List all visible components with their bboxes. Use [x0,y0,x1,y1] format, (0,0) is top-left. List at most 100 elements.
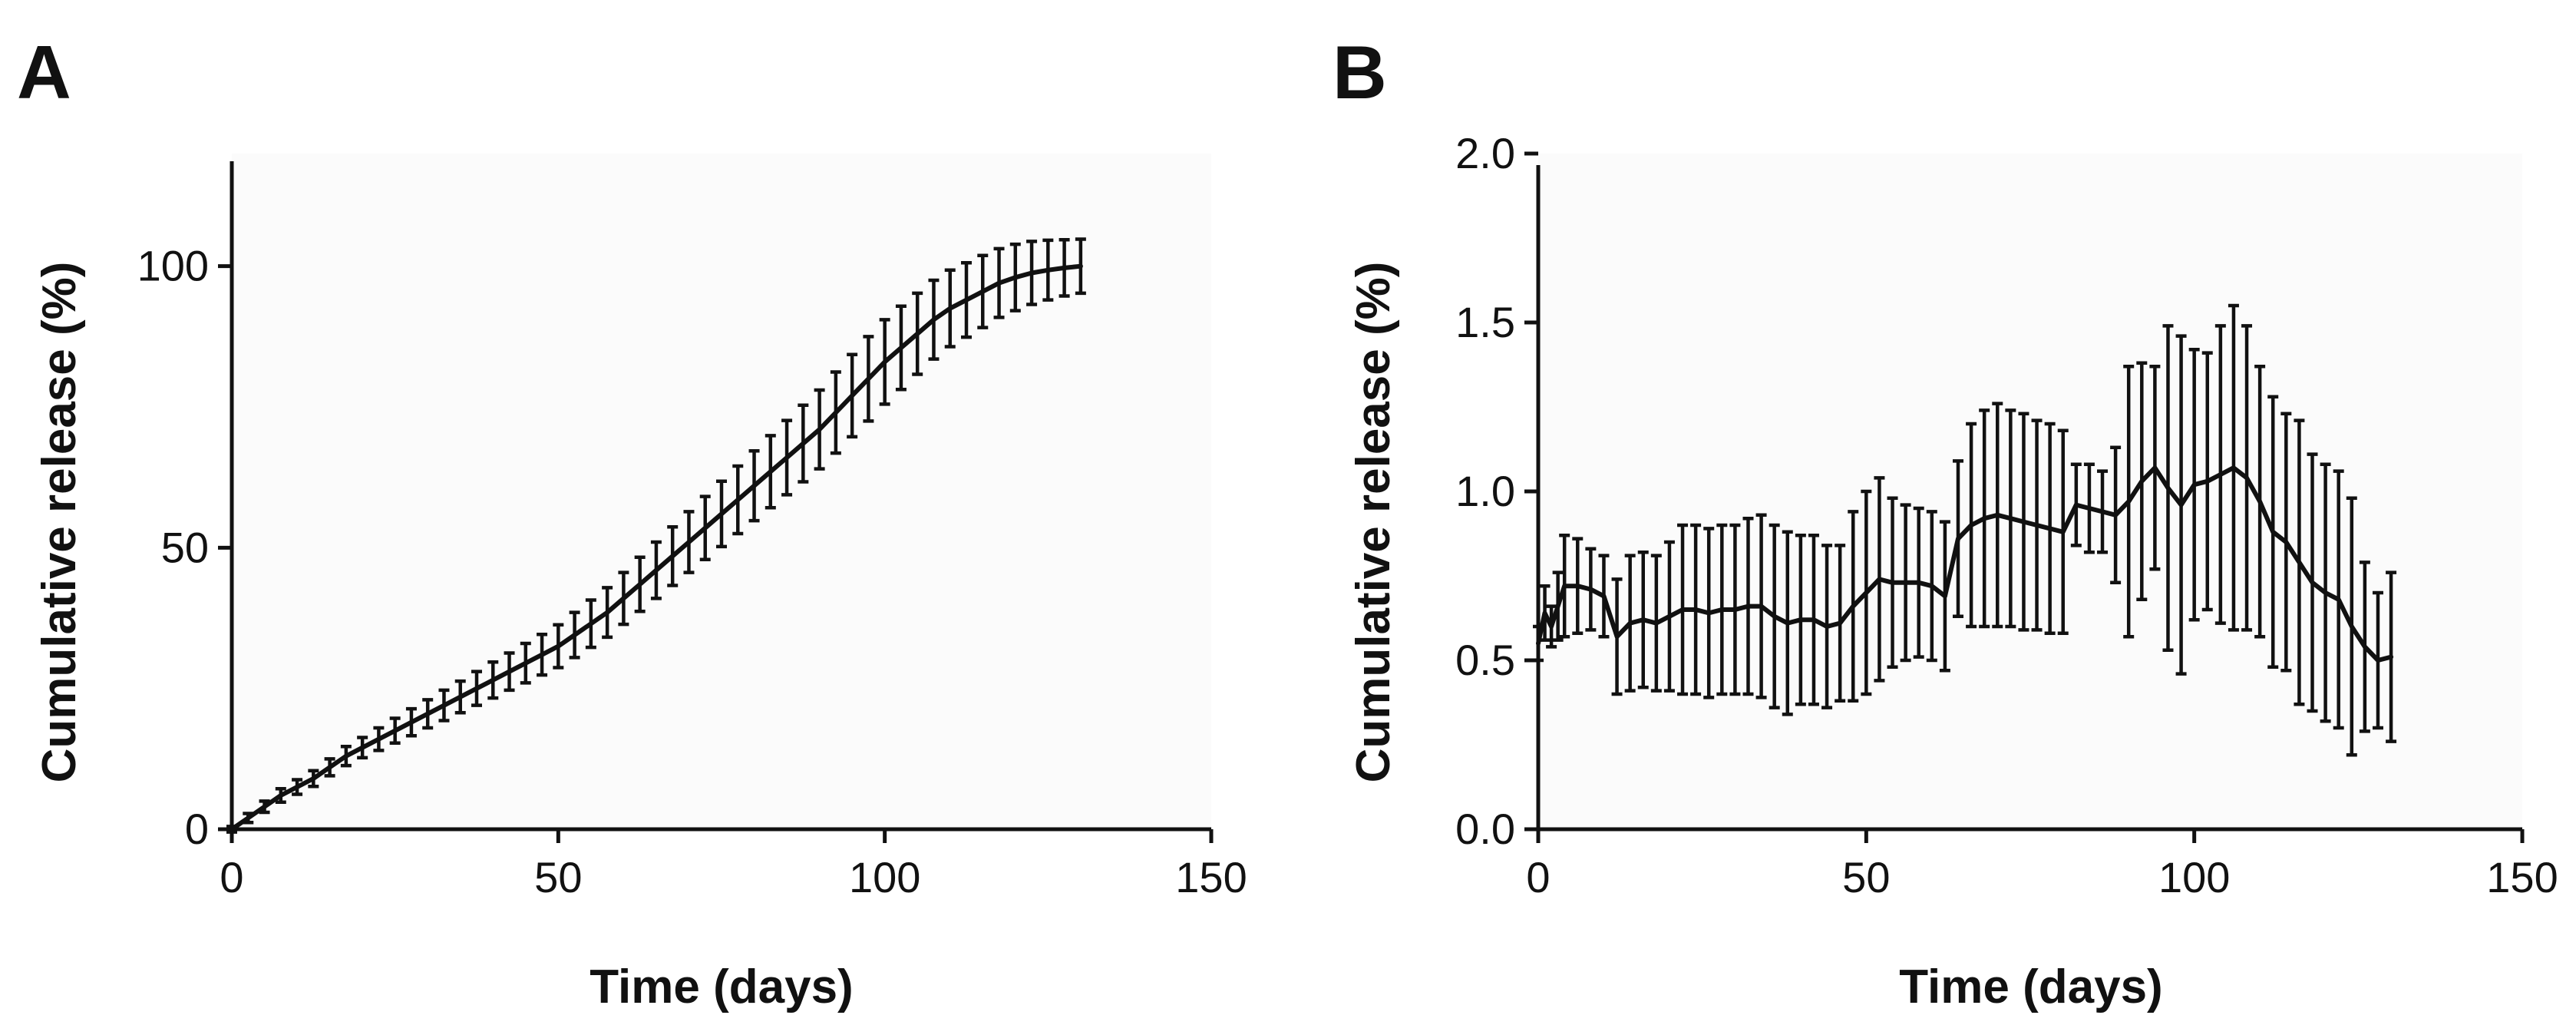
data-point [344,754,348,759]
data-point [1680,607,1685,612]
data-point [458,695,463,699]
panel-b: B 0 50 100 150 0.0 0.5 1.0 1.5 2.0 Time (days) C… [1333,30,2558,1014]
data-point [1693,607,1698,612]
data-point [883,359,887,364]
data-point [2310,580,2315,585]
series-b [1536,465,2394,663]
data-point [2389,655,2393,660]
data-point [686,540,691,544]
data-point [1759,604,1764,609]
data-point [1588,587,1593,592]
data-point [279,793,283,798]
data-point [1045,268,1050,273]
data-point [540,653,544,657]
data-point [2061,530,2066,534]
panel-label-b: B [1333,30,1387,114]
y-tick-label: 0.5 [1455,636,1515,684]
data-point [295,785,299,789]
data-point [441,703,446,708]
data-point [1825,624,1829,629]
x-tick-label: 0 [1526,853,1550,901]
data-point [263,805,267,809]
data-point [2231,465,2236,470]
data-point [1956,537,1960,541]
data-point [964,298,969,303]
data-point [654,568,659,573]
data-point [2271,530,2275,534]
data-point [1798,617,1803,622]
x-axis-label-a: Time (days) [590,961,853,1014]
x-tick-label: 50 [534,853,582,901]
data-point [1078,264,1083,269]
data-point [850,393,854,398]
data-point [474,686,479,691]
data-point [2113,513,2118,518]
data-point [1851,604,1855,609]
data-point [2192,482,2197,487]
data-point [1719,607,1724,612]
data-point [752,484,757,488]
data-point [899,346,903,350]
data-point [523,661,528,666]
data-point [2100,509,2105,514]
data-point [409,720,414,725]
data-point [1556,604,1560,609]
data-point [834,410,838,415]
data-point [866,376,870,381]
data-point [507,670,512,674]
data-point [556,644,560,649]
data-point [735,498,740,502]
data-point [2139,479,2144,484]
data-point [1575,584,1580,588]
data-point [1732,607,1737,612]
data-point [2205,479,2210,484]
data-point [1864,590,1868,595]
series-line-b [1536,465,2394,663]
x-tick-label: 150 [1175,853,1247,901]
y-tick-label: 1.0 [1455,467,1515,515]
data-point [1667,614,1672,619]
data-point [621,596,626,600]
y-tick-label: 0 [185,805,209,853]
data-point [2297,560,2301,564]
plot-area-b [1538,154,2522,829]
data-point [997,281,1002,286]
x-tick-label: 100 [849,853,920,901]
data-point [1982,516,1986,521]
data-point [784,455,789,460]
data-point [2363,644,2367,649]
data-point [1549,624,1554,629]
data-point [1745,604,1750,609]
data-point [1628,621,1633,626]
data-point [2048,526,2053,531]
data-point [931,317,936,322]
data-point [1615,634,1620,639]
data-point [2284,540,2288,544]
data-point [246,815,250,820]
x-tick-label: 150 [2486,853,2558,901]
data-point [1930,584,1934,588]
y-tick-label: 50 [161,523,209,571]
y-axis-label-b: Cumulative release (%) [1347,262,1400,783]
x-axis-label-b: Time (days) [1899,961,2162,1014]
data-point [1641,617,1646,622]
ticks-a: 0 50 100 150 0 50 100 [137,242,1247,901]
data-point [1904,580,1908,585]
data-point [605,610,609,615]
panel-label-a: A [17,30,71,114]
data-point [703,526,708,531]
data-point [2008,516,2013,521]
data-point [1891,580,1895,585]
data-point [1029,270,1034,275]
ticks-b: 0 50 100 150 0.0 0.5 1.0 1.5 2.0 [1455,129,2558,901]
data-point [1969,523,1973,527]
data-point [1917,580,1921,585]
data-point [393,729,398,733]
data-point [2074,503,2079,508]
data-point [801,441,805,446]
y-axis-label-a: Cumulative release (%) [33,262,86,783]
x-tick-label: 100 [2158,853,2230,901]
data-point [2376,658,2380,663]
data-point [1013,275,1018,279]
